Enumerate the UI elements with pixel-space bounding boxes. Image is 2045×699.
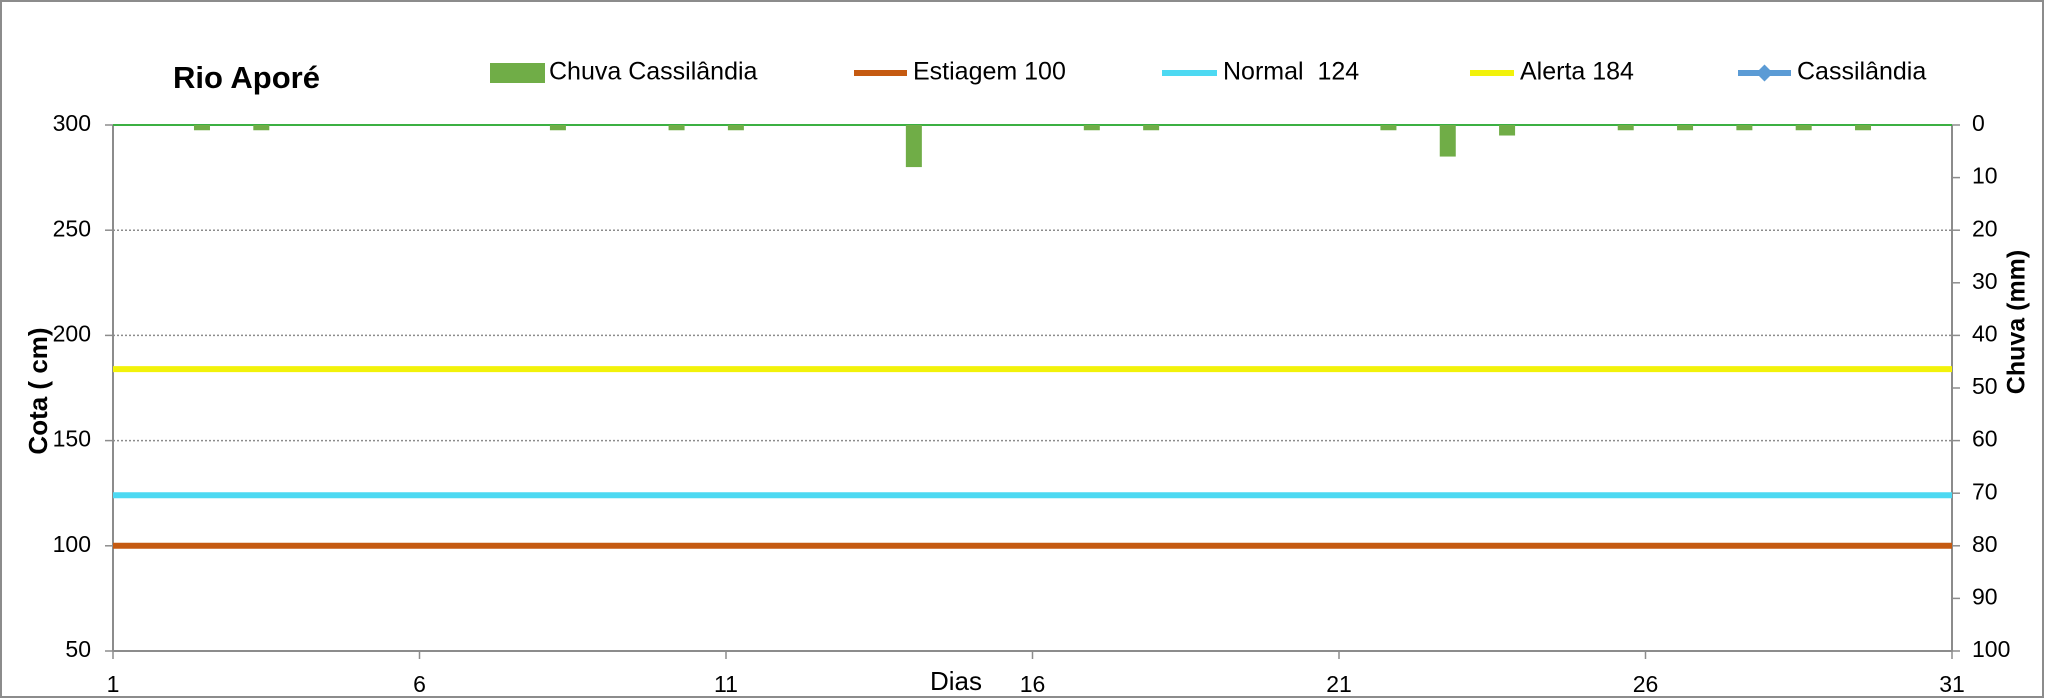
legend-label: Estiagem 100	[913, 58, 1066, 86]
y-tick-label: 250	[53, 215, 91, 241]
y2-tick-label: 40	[1972, 320, 1998, 346]
y2-tick-label: 10	[1972, 163, 1998, 189]
chart-title: Rio Aporé	[173, 60, 320, 95]
bar	[1736, 125, 1753, 131]
y-tick-label: 200	[53, 320, 91, 346]
y2-tick-label: 100	[1972, 636, 2010, 662]
legend-label: Cassilândia	[1797, 58, 1926, 86]
y-tick-label: 150	[53, 426, 91, 452]
bar	[253, 125, 270, 131]
bar	[1380, 125, 1397, 131]
x-tick-label: 1	[107, 671, 120, 697]
y-tick-label: 300	[53, 110, 91, 136]
x-tick-label: 11	[714, 671, 738, 697]
y2-tick-label: 90	[1972, 583, 1998, 609]
y2-tick-label: 20	[1972, 215, 1998, 241]
x-tick-label: 21	[1326, 671, 1352, 697]
y2-tick-label: 0	[1972, 110, 1985, 136]
bar	[193, 125, 210, 131]
y2-tick-label: 70	[1972, 478, 1998, 504]
y2-tick-label: 30	[1972, 268, 1998, 294]
bar	[1143, 125, 1160, 131]
x-tick-label: 16	[1020, 671, 1046, 697]
y2-tick-label: 60	[1972, 426, 1998, 452]
bar	[1617, 125, 1634, 131]
legend-label: Normal 124	[1223, 58, 1359, 86]
y2-tick-label: 80	[1972, 531, 1998, 557]
bar	[1439, 125, 1456, 157]
bar	[727, 125, 744, 131]
y-tick-label: 50	[65, 636, 91, 662]
bar	[1855, 125, 1872, 131]
bar	[668, 125, 685, 131]
legend-label: Chuva Cassilândia	[549, 58, 758, 86]
x-tick-label: 31	[1939, 671, 1965, 697]
bar	[1795, 125, 1812, 131]
bar	[905, 125, 922, 168]
bar	[549, 125, 566, 131]
x-tick-label: 6	[413, 671, 426, 697]
y-tick-label: 100	[53, 531, 91, 557]
bar	[1677, 125, 1694, 131]
y2-axis-label: Chuva (mm)	[2003, 250, 2031, 394]
y2-tick-label: 50	[1972, 373, 1998, 399]
x-tick-label: 26	[1633, 671, 1659, 697]
x-axis-label: Dias	[930, 666, 982, 696]
legend-swatch	[490, 63, 545, 83]
bar	[1499, 125, 1516, 136]
y-axis-label: Cota ( cm)	[23, 327, 53, 454]
bar	[1083, 125, 1100, 131]
legend-label: Alerta 184	[1520, 58, 1634, 86]
